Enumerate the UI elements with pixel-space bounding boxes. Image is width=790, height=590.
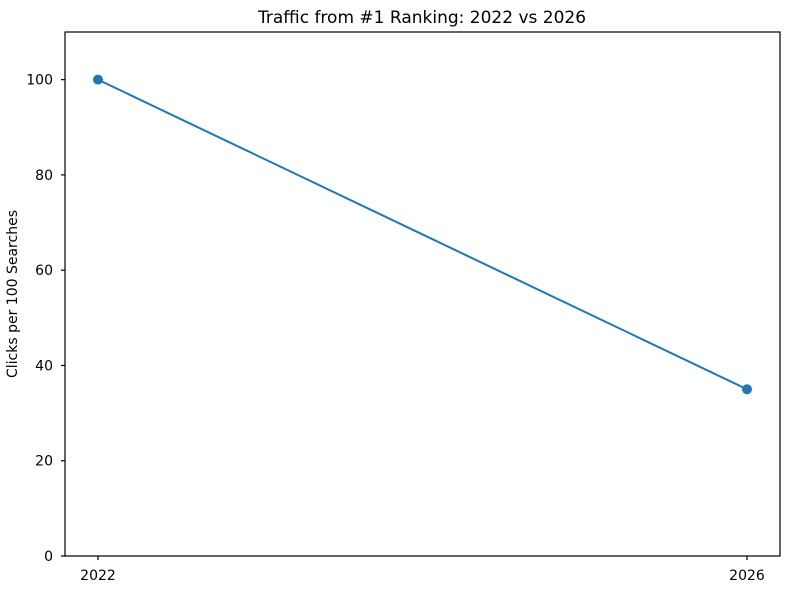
- x-tick-label: 2026: [729, 568, 765, 584]
- y-tick-label: 20: [35, 454, 53, 470]
- y-tick-label: 60: [35, 263, 53, 279]
- data-point-2022: [93, 74, 103, 85]
- data-point-2026: [742, 384, 752, 395]
- series-line: [97, 78, 748, 391]
- y-tick-label: 40: [35, 358, 53, 374]
- plot-area-border: [64, 31, 781, 557]
- chart-title: Traffic from #1 Ranking: 2022 vs 2026: [257, 8, 586, 28]
- y-tick-label: 0: [44, 549, 53, 565]
- x-tick-label: 2022: [80, 568, 116, 584]
- y-tick-label: 100: [26, 73, 53, 89]
- x-axis-ticks: 2022 2026: [80, 556, 765, 584]
- y-axis-label: Clicks per 100 Searches: [5, 210, 21, 378]
- y-tick-label: 80: [35, 168, 53, 184]
- data-series: [93, 74, 752, 395]
- y-axis-ticks: 0 20 40 60 80 100: [26, 73, 65, 565]
